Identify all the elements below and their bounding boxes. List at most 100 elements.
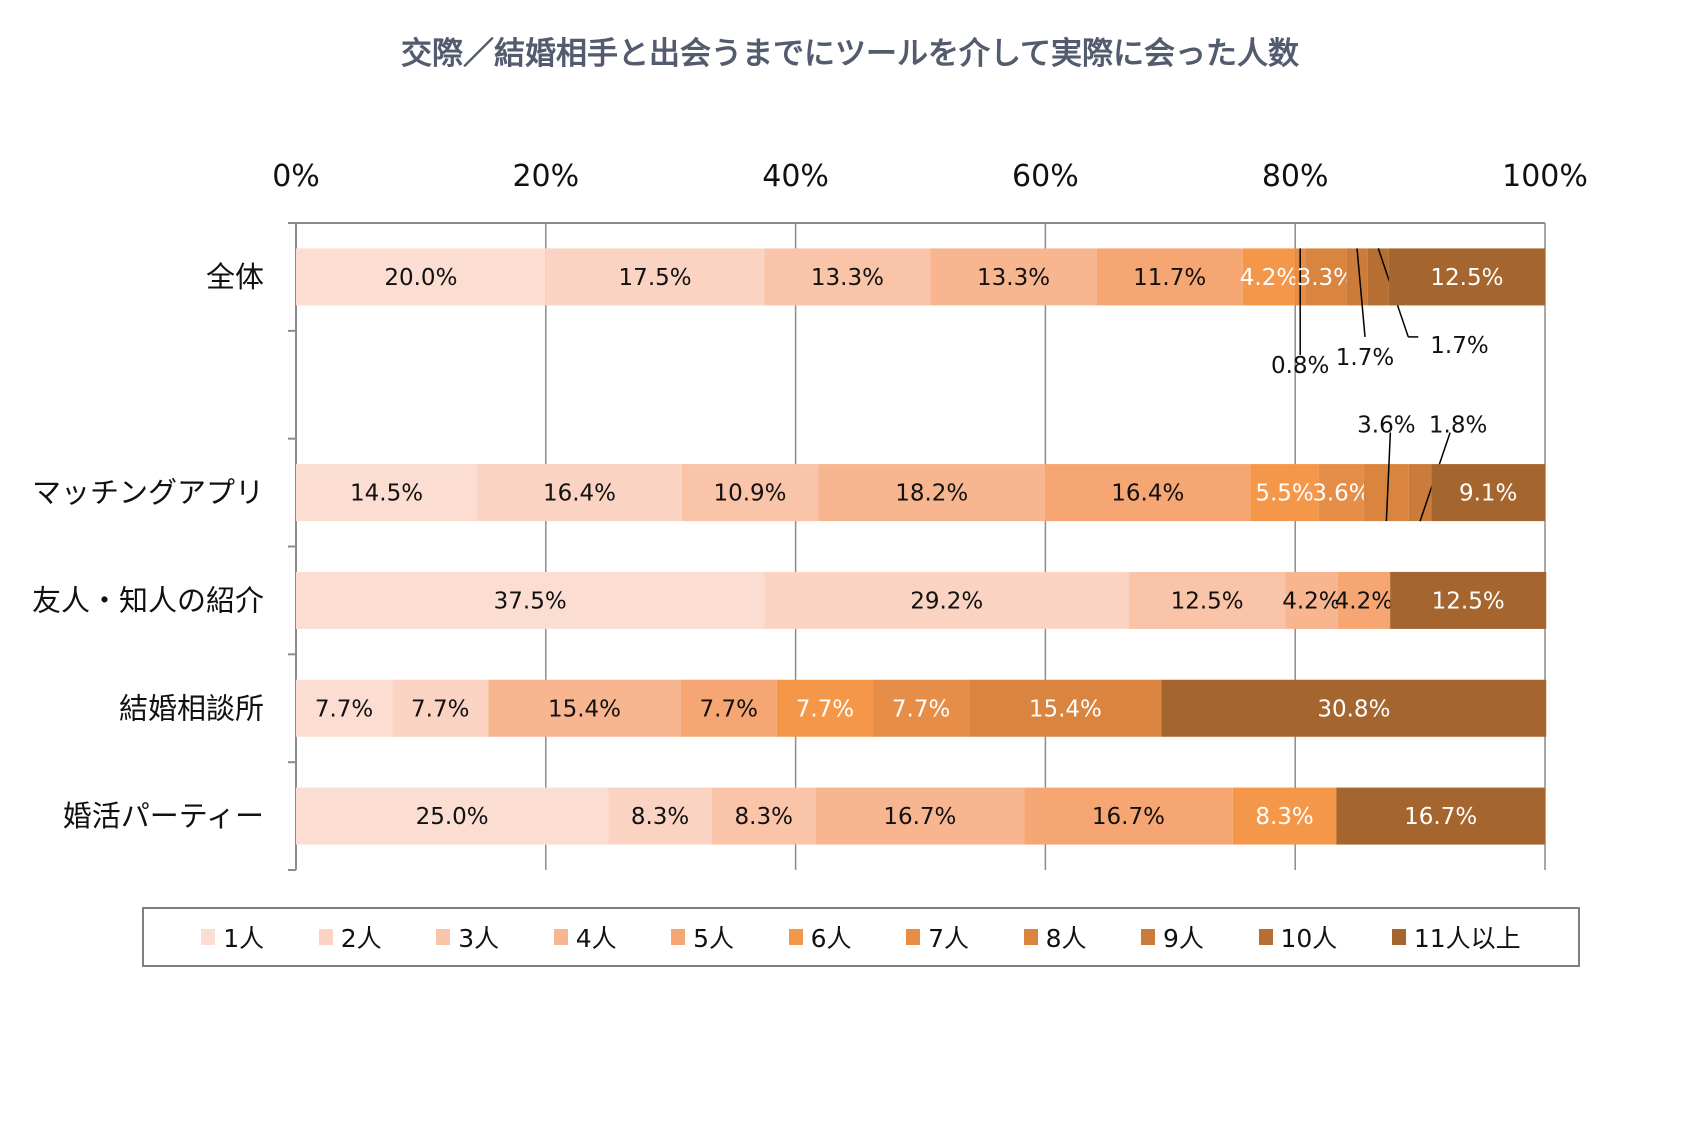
legend-label: 7人 <box>928 924 969 953</box>
x-tick-label: 60% <box>1012 159 1079 194</box>
bar-segment <box>776 679 874 737</box>
data-label: 9.1% <box>1459 481 1517 507</box>
bar-segment <box>1408 464 1432 522</box>
bar-segment <box>296 248 546 306</box>
category-label: マッチングアプリ <box>32 476 264 510</box>
legend-swatch <box>553 929 568 945</box>
data-label: 5.5% <box>1255 481 1313 507</box>
bar-segment <box>1096 248 1243 306</box>
bar-segment <box>296 787 609 845</box>
legend-label: 5人 <box>693 924 735 953</box>
legend-item: 5人 <box>671 919 734 955</box>
data-label: 12.5% <box>1430 265 1503 291</box>
legend-item: 4人 <box>553 919 617 955</box>
legend-item: 1人 <box>201 919 264 955</box>
bar-segment <box>969 679 1162 737</box>
x-tick-label: 100% <box>1502 159 1588 194</box>
bar-segment <box>392 679 489 737</box>
legend-swatch <box>1258 929 1273 945</box>
data-label: 30.8% <box>1317 696 1390 722</box>
data-label: 4.2% <box>1335 588 1393 614</box>
bar-segment <box>764 571 1130 629</box>
data-label: 15.4% <box>548 696 621 722</box>
legend-swatch <box>906 929 921 945</box>
data-label: 16.7% <box>883 804 956 830</box>
bar-segment <box>1367 248 1389 306</box>
data-label: 4.2% <box>1240 265 1298 291</box>
legend-swatch <box>436 929 451 945</box>
legend-label: 8人 <box>1045 924 1087 953</box>
data-label: 1.7% <box>1336 345 1394 371</box>
data-label: 4.2% <box>1282 588 1340 614</box>
bar-segment <box>1388 248 1545 306</box>
bar-segment <box>1285 571 1338 629</box>
bar-segment <box>815 787 1025 845</box>
legend-swatch <box>788 929 803 945</box>
legend-item: 2人 <box>318 919 382 955</box>
bar-segment <box>477 464 682 522</box>
data-label: 12.5% <box>1432 588 1505 614</box>
legend-label: 2人 <box>340 924 382 953</box>
legend-swatch <box>318 929 333 945</box>
data-label: 3.6% <box>1357 413 1415 439</box>
bar-segment <box>1242 248 1296 306</box>
legend-label: 3人 <box>458 924 500 953</box>
legend-label: 10人 <box>1280 924 1338 953</box>
bar-segment <box>711 787 816 845</box>
bar-segment <box>296 679 393 737</box>
legend-swatch <box>671 929 686 945</box>
legend-swatch <box>201 929 216 945</box>
bar-segment <box>545 248 765 306</box>
bar-segment <box>818 464 1046 522</box>
bar-segment <box>1024 787 1233 845</box>
bar-segment <box>1346 248 1368 306</box>
legend-item: 6人 <box>788 919 852 955</box>
legend-label: 6人 <box>810 924 852 953</box>
data-label: 3.6% <box>1312 481 1370 507</box>
bar-segment <box>296 464 478 522</box>
legend: 1人 2人 3人 4人 5人 6人 7人 8人 9人 10人 11人以上 <box>142 907 1580 967</box>
data-label: 0.8% <box>1271 353 1329 379</box>
data-label: 16.7% <box>1092 804 1165 830</box>
data-label: 8.3% <box>735 804 793 830</box>
bar-segment <box>1045 464 1251 522</box>
data-label: 8.3% <box>631 804 689 830</box>
data-label: 1.7% <box>1430 333 1488 359</box>
bar-segment <box>1129 571 1286 629</box>
bar-segment <box>681 464 819 522</box>
bar-segment <box>1318 464 1364 522</box>
bar-segment <box>1336 787 1545 845</box>
data-label: 16.4% <box>543 481 616 507</box>
data-label: 13.3% <box>811 265 884 291</box>
legend-swatch <box>1391 929 1406 945</box>
bar-segment <box>1232 787 1337 845</box>
legend-label: 9人 <box>1163 924 1204 953</box>
bar-segment <box>873 679 970 737</box>
bar-segment <box>1250 464 1319 522</box>
bar-segment <box>764 248 931 306</box>
data-label: 10.9% <box>713 481 786 507</box>
data-label: 1.8% <box>1429 413 1487 439</box>
bar-segment <box>1390 571 1547 629</box>
bar-segment <box>680 679 777 737</box>
category-label: 婚活パーティー <box>63 799 264 833</box>
data-label: 13.3% <box>977 265 1050 291</box>
data-label: 25.0% <box>416 804 489 830</box>
data-label: 12.5% <box>1171 588 1244 614</box>
data-label: 16.7% <box>1404 804 1477 830</box>
legend-item: 8人 <box>1023 919 1087 955</box>
data-label: 17.5% <box>619 265 692 291</box>
data-label: 11.7% <box>1133 265 1206 291</box>
data-label: 7.7% <box>892 696 950 722</box>
x-tick-label: 0% <box>272 159 320 194</box>
legend-item: 7人 <box>906 919 969 955</box>
x-tick-label: 80% <box>1262 159 1329 194</box>
data-label: 7.7% <box>411 696 469 722</box>
leader-line <box>1356 248 1366 337</box>
data-label: 14.5% <box>350 481 423 507</box>
data-label: 7.7% <box>700 696 758 722</box>
legend-label: 11人以上 <box>1413 924 1521 953</box>
bar-segment <box>1161 679 1547 737</box>
legend-swatch <box>1141 929 1156 945</box>
